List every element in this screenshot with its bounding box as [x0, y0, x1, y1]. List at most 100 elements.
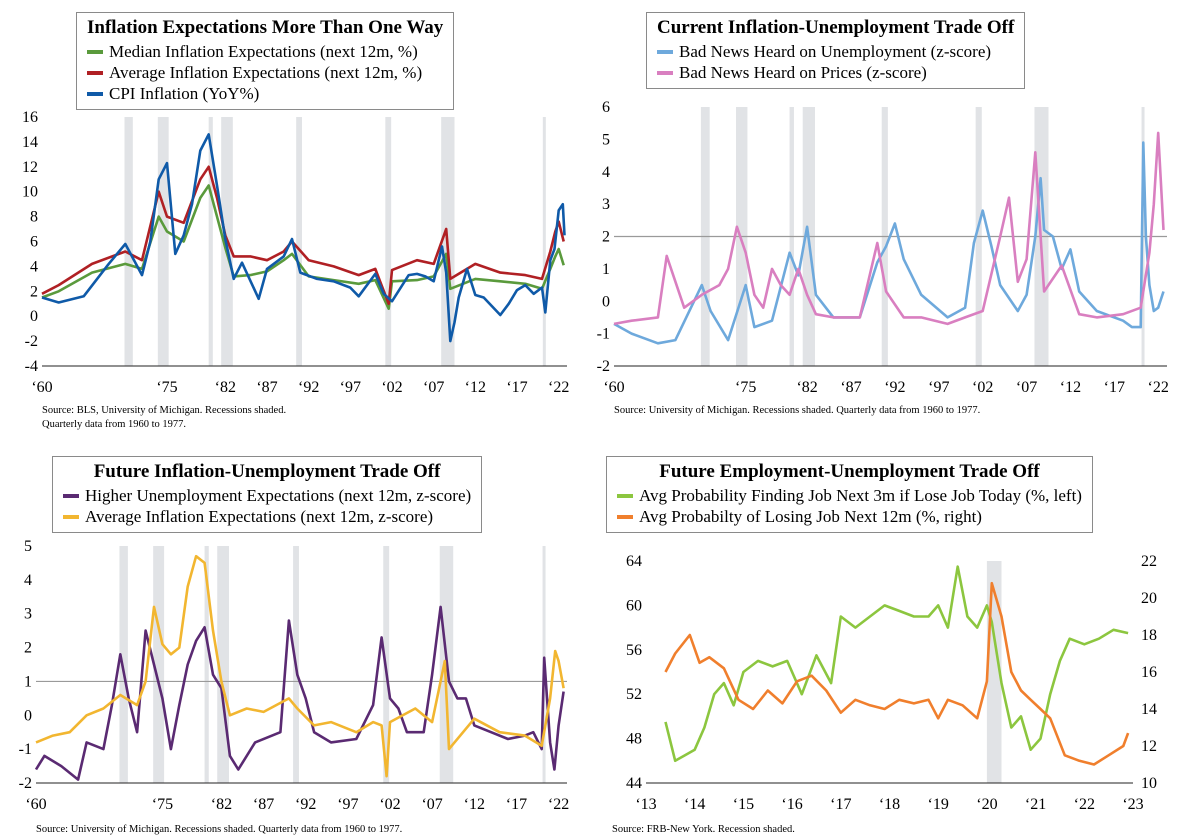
chart-plot-area: -2 -1 0 1 2 3 4 5 ‘60 ‘75 ‘82 ‘87 ‘92 ‘97 ‘02 ‘07 ‘12 ‘17…	[19, 538, 570, 813]
x-tick-label: ‘17	[506, 379, 527, 396]
legend-item: Avg Probabilty of Losing Job Next 12m (%…	[617, 506, 1082, 527]
x-tick-label: ‘22	[1148, 379, 1169, 396]
chart-title: Inflation Expectations More Than One Way	[87, 17, 444, 38]
x-tick-label: ‘14	[684, 796, 705, 813]
x-tick-label: ‘02	[379, 796, 400, 813]
x-tick-label: ‘82	[215, 379, 236, 396]
y-tick-label: 0	[24, 707, 32, 724]
y-tick-label: 1	[24, 673, 32, 690]
x-tick-label: ‘13	[635, 796, 656, 813]
x-tick-label: ‘02	[972, 379, 993, 396]
chart-plot-area: -4 -2 0 2 4 6 8 10 12 14 16 ‘60 ‘75 ‘82 ‘87 ‘92 ‘97 ‘02 ‘0…	[22, 109, 569, 396]
y-tick-label: -2	[25, 333, 38, 350]
series-line	[664, 565, 1129, 763]
y-tick-label: 48	[626, 731, 642, 748]
x-tick-label: ‘82	[796, 379, 817, 396]
legend-item: Bad News Heard on Prices (z-score)	[657, 62, 1014, 83]
x-tick-label: ‘02	[381, 379, 402, 396]
source-line: Source: University of Michigan. Recessio…	[614, 405, 981, 416]
source-note: Source: FRB-New York. Recession shaded.	[612, 823, 795, 837]
y-tick-label: 60	[626, 597, 642, 614]
y-right-tick-label: 18	[1141, 627, 1157, 644]
chart-title: Future Inflation-Unemployment Trade Off	[93, 461, 441, 482]
y-tick-label: 3	[24, 606, 32, 623]
x-tick-label: ‘12	[464, 796, 485, 813]
legend-swatch	[63, 514, 79, 519]
chart-plot-area: 44 48 52 56 60 64 10 12 14 16 18 20 22 ‘13 ‘14 ‘15 ‘16 ‘1…	[626, 553, 1157, 813]
legend-swatch	[87, 91, 103, 96]
y-tick-label: 2	[24, 640, 32, 657]
x-tick-label: ‘75	[152, 796, 173, 813]
recession-band	[217, 546, 230, 783]
y-tick-label: 64	[626, 553, 642, 570]
y-tick-label: 4	[24, 572, 32, 589]
recession-band	[124, 117, 133, 366]
y-tick-label: 8	[30, 209, 38, 226]
series-line	[41, 184, 565, 311]
x-tick-label: ‘60	[31, 379, 52, 396]
legend-swatch	[63, 493, 79, 498]
y-tick-label: 10	[22, 184, 38, 201]
y-tick-label: 3	[602, 196, 610, 213]
y-tick-label: 0	[30, 308, 38, 325]
series-line	[34, 605, 565, 781]
x-tick-label: ‘92	[295, 796, 316, 813]
x-tick-label: ‘60	[603, 379, 624, 396]
chart-title: Future Employment-Unemployment Trade Off	[659, 461, 1040, 482]
source-note: Source: University of Michigan. Recessio…	[36, 823, 402, 837]
legend-label: CPI Inflation (YoY%)	[109, 84, 260, 103]
x-tick-label: ‘82	[211, 796, 232, 813]
x-tick-label: ‘17	[1104, 379, 1125, 396]
series-line	[613, 141, 1165, 345]
chart-current-tradeoff: -2 -1 0 1 2 3 4 5 6 ‘60 ‘75 ‘82 ‘87 ‘92 ‘97 ‘02 ‘07 ‘12 ‘1…	[597, 0, 1190, 418]
series-line	[41, 133, 566, 343]
y-tick-label: 52	[626, 686, 642, 703]
legend-label: Median Inflation Expectations (next 12m,…	[109, 42, 418, 61]
y-tick-label: 4	[30, 258, 38, 275]
x-tick-label: ‘87	[840, 379, 861, 396]
source-line: Source: FRB-New York. Recession shaded.	[612, 824, 795, 835]
y-tick-label: 12	[22, 159, 38, 176]
x-tick-label: ‘97	[337, 796, 358, 813]
x-tick-label: ‘17	[506, 796, 527, 813]
x-tick-label: ‘60	[25, 796, 46, 813]
recession-band	[119, 546, 128, 783]
recession-band	[153, 546, 165, 783]
recession-band	[157, 117, 169, 366]
x-tick-label: ‘07	[1016, 379, 1037, 396]
x-tick-label: ‘12	[465, 379, 486, 396]
y-tick-label: 2	[602, 229, 610, 246]
chart-future-tradeoff: -2 -1 0 1 2 3 4 5 ‘60 ‘75 ‘82 ‘87 ‘92 ‘97 ‘02 ‘07 ‘12 ‘17…	[0, 420, 590, 835]
legend-item: Higher Unemployment Expectations (next 1…	[63, 485, 471, 506]
y-tick-label: 56	[626, 642, 642, 659]
x-tick-label: ‘97	[340, 379, 361, 396]
legend-label: Avg Probabilty of Losing Job Next 12m (%…	[639, 507, 982, 526]
legend-item: Average Inflation Expectations (next 12m…	[63, 506, 471, 527]
legend-swatch	[657, 49, 673, 54]
y-tick-label: -2	[19, 775, 32, 792]
x-tick-label: ‘92	[884, 379, 905, 396]
y-right-tick-label: 20	[1141, 590, 1157, 607]
y-right-tick-label: 22	[1141, 553, 1157, 570]
x-tick-label: ‘92	[298, 379, 319, 396]
y-tick-label: -1	[19, 741, 32, 758]
x-tick-label: ‘22	[1074, 796, 1095, 813]
y-right-tick-label: 10	[1141, 775, 1157, 792]
x-tick-label: ‘21	[1025, 796, 1046, 813]
x-tick-label: ‘75	[735, 379, 756, 396]
legend-label: Average Inflation Expectations (next 12m…	[85, 507, 434, 526]
y-tick-label: 2	[30, 283, 38, 300]
source-note: Source: University of Michigan. Recessio…	[614, 404, 980, 418]
x-tick-label: ‘20	[976, 796, 997, 813]
source-note: Source: BLS, University of Michigan. Rec…	[42, 404, 286, 432]
x-tick-label: ‘07	[423, 379, 444, 396]
source-line: Source: University of Michigan. Recessio…	[36, 824, 403, 835]
chart-inflation-expectations: -4 -2 0 2 4 6 8 10 12 14 16 ‘60 ‘75 ‘82 ‘87 ‘92 ‘97 ‘02 ‘0…	[0, 0, 590, 430]
chart-employment-tradeoff: 44 48 52 56 60 64 10 12 14 16 18 20 22 ‘13 ‘14 ‘15 ‘16 ‘1…	[600, 420, 1190, 835]
legend-swatch	[617, 514, 633, 519]
legend-label: Bad News Heard on Prices (z-score)	[679, 63, 927, 82]
y-right-tick-label: 16	[1141, 664, 1157, 681]
x-tick-label: ‘87	[256, 379, 277, 396]
recession-band	[385, 117, 392, 366]
legend-label: Average Inflation Expectations (next 12m…	[109, 63, 423, 82]
